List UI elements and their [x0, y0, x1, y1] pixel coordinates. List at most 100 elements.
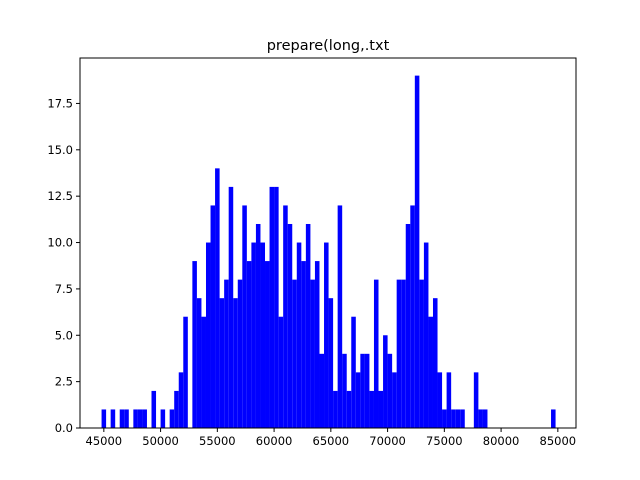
y-tick-label: 10.0: [47, 236, 73, 250]
histogram-bar: [373, 279, 379, 428]
histogram-bar: [119, 409, 125, 428]
x-tick-label: 60000: [256, 434, 293, 448]
histogram-bar: [301, 261, 306, 428]
x-tick-label: 50000: [142, 434, 179, 448]
histogram-bar: [414, 75, 420, 428]
histogram-bar: [455, 409, 461, 428]
x-tick-label: 65000: [313, 434, 350, 448]
x-tick-label: 55000: [199, 434, 236, 448]
histogram-bar: [342, 353, 347, 428]
histogram-bar: [360, 353, 365, 428]
y-tick-label: 15.0: [47, 143, 73, 157]
histogram-bar: [460, 409, 465, 428]
histogram-bar: [196, 298, 202, 428]
x-tick-label: 70000: [369, 434, 406, 448]
histogram-bar: [419, 279, 424, 428]
histogram-bar: [437, 372, 443, 428]
histogram-bar: [392, 372, 397, 428]
histogram-bar: [328, 298, 334, 428]
histogram-bar: [292, 279, 297, 428]
histogram-bar: [278, 316, 284, 428]
histogram-bar: [137, 409, 143, 428]
histogram-bar: [296, 242, 302, 428]
histogram-bar: [224, 279, 229, 428]
histogram-bar: [287, 223, 293, 428]
bars-group: [101, 75, 556, 428]
histogram-bar: [233, 298, 238, 428]
histogram-bar: [387, 353, 393, 428]
histogram-bar: [142, 409, 147, 428]
histogram-bar: [160, 409, 166, 428]
histogram-bar: [346, 390, 352, 428]
histogram-bar: [255, 223, 261, 428]
histogram-bar: [324, 242, 329, 428]
plot-frame: [79, 57, 577, 429]
histogram-bar: [251, 242, 256, 428]
histogram-bar: [478, 409, 483, 428]
histogram-bar: [169, 409, 175, 428]
histogram-bar: [305, 223, 311, 428]
histogram-bar: [482, 409, 488, 428]
histogram-bar: [442, 409, 447, 428]
chart-title: prepare(long,.txt: [267, 38, 390, 54]
y-tick-label: 17.5: [47, 96, 73, 110]
histogram-bar: [124, 409, 129, 428]
histogram-bar: [242, 205, 247, 428]
histogram-bar: [110, 409, 116, 428]
histogram-bar: [183, 316, 188, 428]
histogram-bar: [337, 205, 343, 428]
histogram-bar: [219, 298, 225, 428]
histogram-bar: [378, 390, 384, 428]
histogram-bar: [423, 242, 429, 428]
x-tick-label: 75000: [426, 434, 463, 448]
histogram-bar: [174, 390, 179, 428]
y-axis: 0.0 2.5 5.0 7.5 10.0 12.5 15.0 17.5: [47, 96, 80, 435]
y-tick-label: 5.0: [55, 328, 73, 342]
histogram-bar: [101, 409, 107, 428]
histogram-bar: [451, 409, 456, 428]
histogram-bar: [133, 409, 138, 428]
histogram-bar: [201, 316, 206, 428]
histogram-bar: [310, 279, 315, 428]
histogram-bar: [428, 316, 433, 428]
histogram-bar: [314, 261, 320, 428]
histogram-bar: [205, 242, 211, 428]
histogram-bar: [246, 261, 252, 428]
x-tick-label: 45000: [86, 434, 123, 448]
histogram-bar: [265, 261, 270, 428]
y-tick-label: 2.5: [55, 375, 73, 389]
histogram-bar: [319, 353, 325, 428]
histogram-bar: [432, 298, 438, 428]
histogram-bar: [551, 409, 556, 428]
histogram-bar: [473, 372, 479, 428]
histogram-bar: [192, 261, 197, 428]
y-tick-label: 7.5: [55, 282, 73, 296]
histogram-bar: [283, 205, 288, 428]
x-tick-label: 85000: [540, 434, 577, 448]
x-axis: 45000 50000 55000 60000 65000 70000 75000 80000…: [86, 428, 577, 448]
histogram-bar: [260, 242, 266, 428]
histogram-bar: [269, 186, 275, 428]
histogram-bar: [210, 205, 216, 428]
histogram-bar: [396, 279, 402, 428]
histogram-bar: [355, 372, 361, 428]
histogram-bar: [151, 390, 157, 428]
histogram-bar: [215, 168, 220, 428]
histogram-bar: [401, 279, 406, 428]
histogram-bar: [228, 186, 234, 428]
histogram-bar: [237, 279, 243, 428]
histogram-bar: [333, 390, 338, 428]
y-tick-label: 0.0: [55, 421, 73, 435]
y-tick-label: 12.5: [47, 189, 73, 203]
histogram-bar: [410, 205, 415, 428]
histogram-bar: [405, 223, 411, 428]
histogram-bar: [364, 353, 370, 428]
histogram-bar: [351, 316, 356, 428]
x-tick-label: 80000: [483, 434, 520, 448]
histogram-bar: [274, 186, 279, 428]
histogram-bar: [178, 372, 184, 428]
histogram-bar: [446, 372, 452, 428]
histogram-bar: [369, 390, 374, 428]
histogram-bar: [383, 335, 388, 428]
